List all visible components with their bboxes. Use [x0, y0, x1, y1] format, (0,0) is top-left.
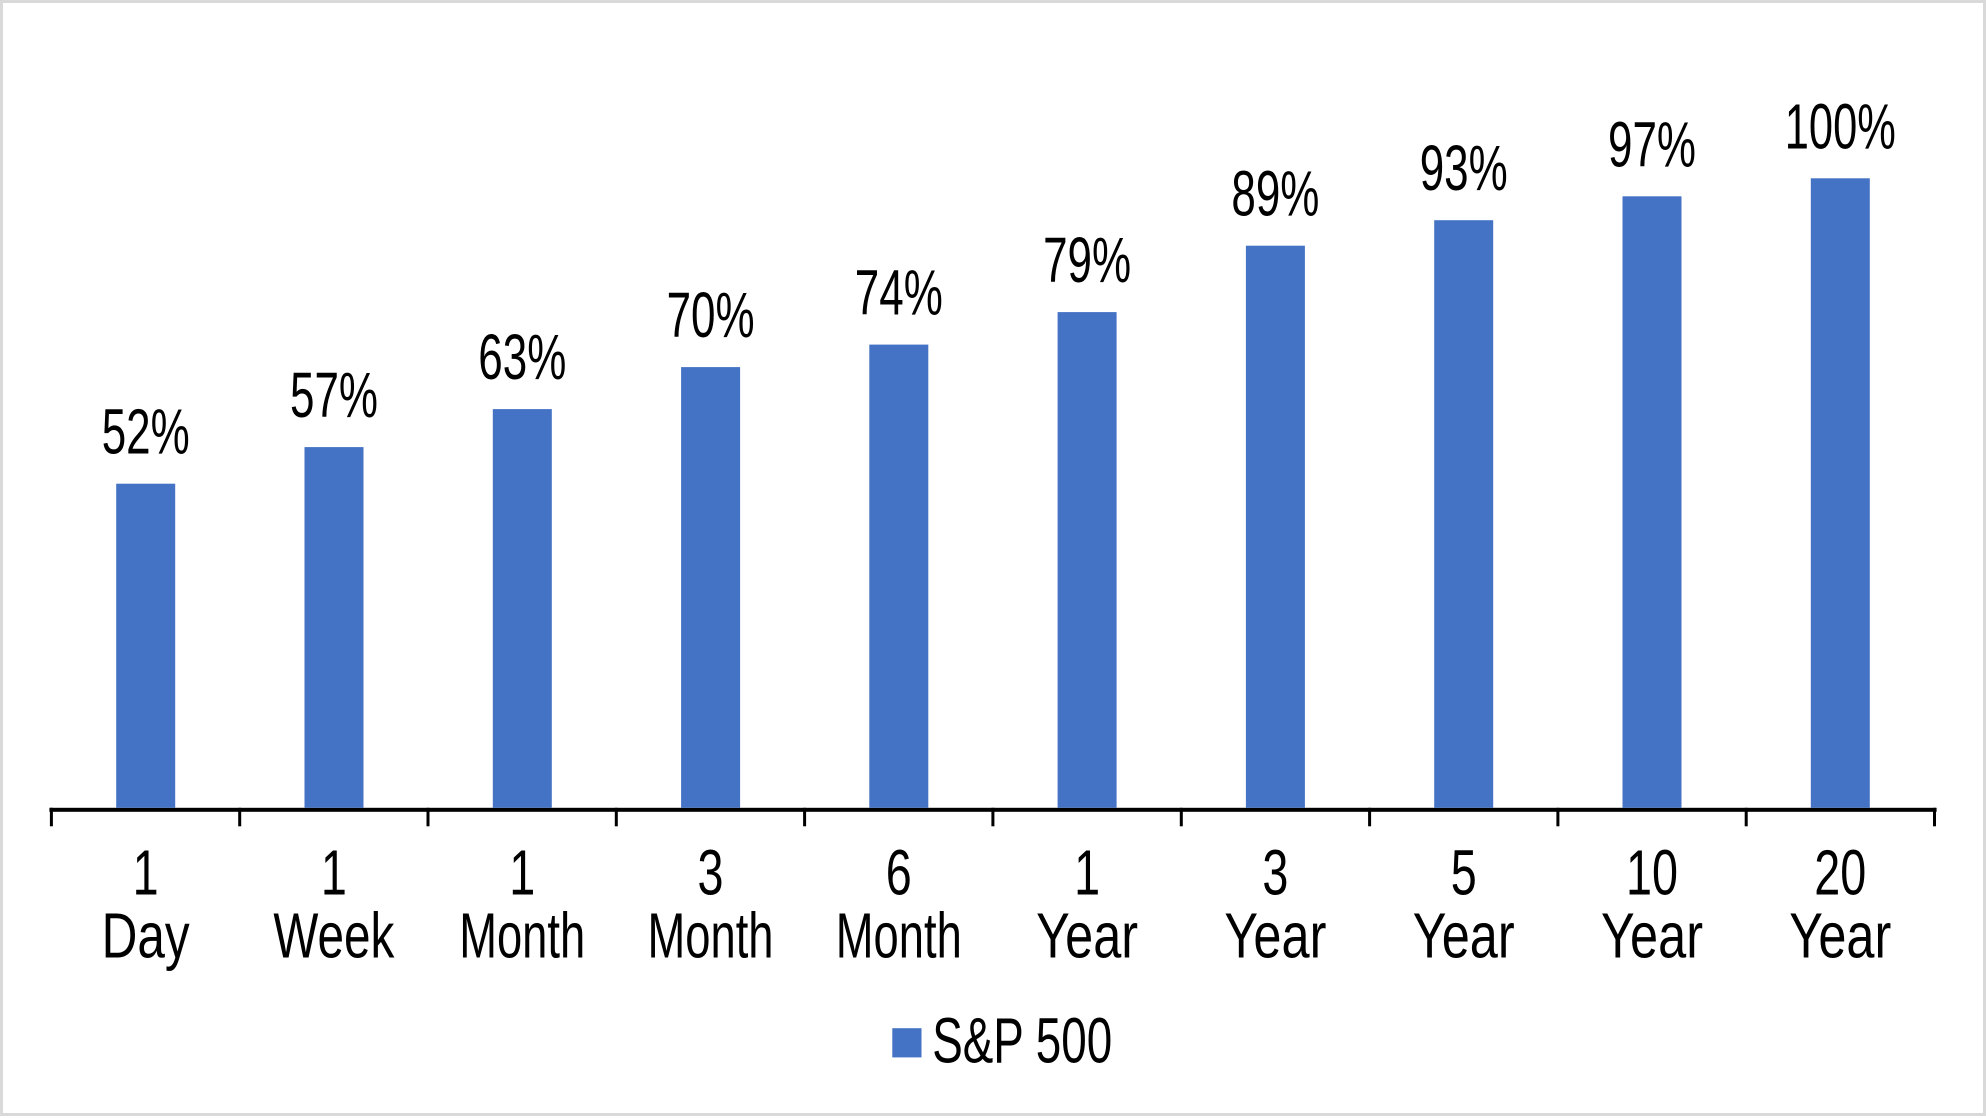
svg-text:Day: Day	[102, 900, 190, 972]
svg-text:10: 10	[1626, 836, 1678, 908]
svg-text:Year: Year	[1413, 900, 1515, 972]
svg-text:6: 6	[886, 836, 912, 908]
svg-text:74%: 74%	[855, 257, 943, 329]
svg-text:52%: 52%	[102, 396, 190, 468]
svg-text:1: 1	[133, 836, 159, 908]
svg-text:3: 3	[698, 836, 724, 908]
svg-text:Year: Year	[1036, 900, 1138, 972]
svg-text:Month: Month	[648, 900, 774, 972]
svg-text:20: 20	[1814, 836, 1866, 908]
svg-text:Week: Week	[273, 900, 395, 972]
svg-text:Year: Year	[1224, 900, 1326, 972]
svg-text:63%: 63%	[478, 321, 566, 393]
svg-text:79%: 79%	[1043, 224, 1131, 296]
svg-text:97%: 97%	[1608, 108, 1696, 180]
svg-text:S&P 500: S&P 500	[932, 1005, 1112, 1077]
svg-text:1: 1	[321, 836, 347, 908]
svg-text:5: 5	[1451, 836, 1477, 908]
svg-text:1: 1	[509, 836, 535, 908]
svg-text:Month: Month	[836, 900, 962, 972]
svg-text:3: 3	[1262, 836, 1288, 908]
svg-text:1: 1	[1074, 836, 1100, 908]
svg-text:Year: Year	[1789, 900, 1891, 972]
svg-text:93%: 93%	[1420, 132, 1508, 204]
svg-text:Year: Year	[1601, 900, 1703, 972]
svg-text:57%: 57%	[290, 359, 378, 431]
svg-text:70%: 70%	[667, 279, 755, 351]
svg-text:100%: 100%	[1785, 90, 1896, 162]
svg-text:89%: 89%	[1231, 158, 1319, 230]
svg-text:Month: Month	[459, 900, 585, 972]
